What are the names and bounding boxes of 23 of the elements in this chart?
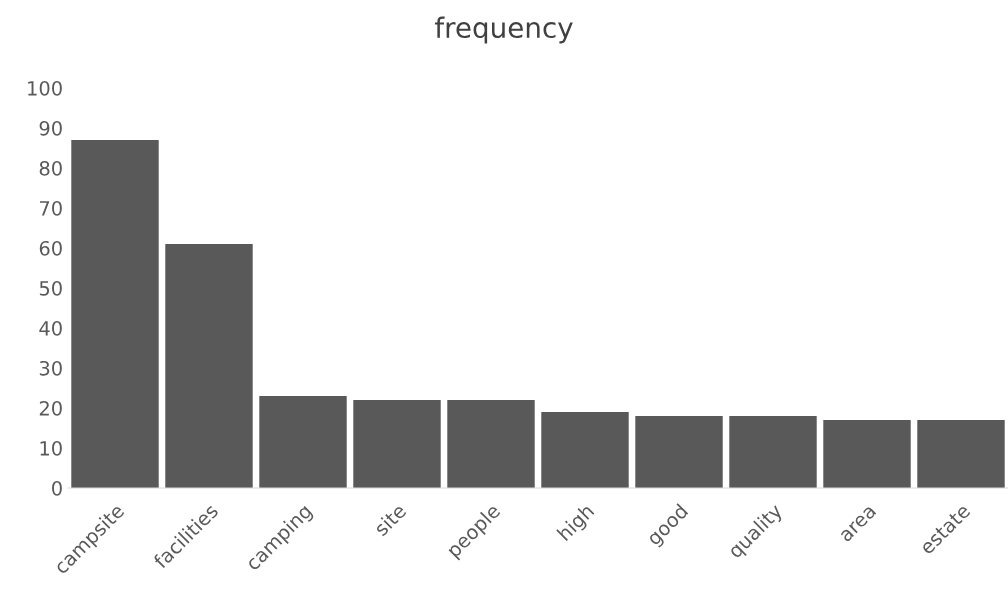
y-tick-label: 0 (52, 480, 62, 496)
y-tick-label: 30 (39, 360, 62, 376)
y-tick-label: 50 (39, 280, 62, 296)
bar (165, 244, 253, 488)
bar (541, 412, 629, 488)
bar (353, 400, 441, 488)
bar (635, 416, 723, 488)
x-tick-label: site (372, 502, 407, 537)
y-tick-label: 20 (39, 400, 62, 416)
bar (447, 400, 535, 488)
chart-title: frequency (434, 16, 573, 44)
y-tick-label: 10 (40, 440, 62, 456)
y-tick-label: 60 (39, 240, 62, 256)
y-tick-label: 100 (28, 80, 62, 96)
y-tick-label: 90 (39, 120, 62, 136)
y-tick-label: 70 (39, 200, 62, 216)
y-tick-label: 40 (39, 320, 62, 336)
bar (71, 140, 159, 488)
bar (823, 420, 911, 488)
bar (729, 416, 817, 488)
y-tick-label: 80 (39, 160, 62, 176)
bar (259, 396, 347, 488)
bar (917, 420, 1005, 488)
